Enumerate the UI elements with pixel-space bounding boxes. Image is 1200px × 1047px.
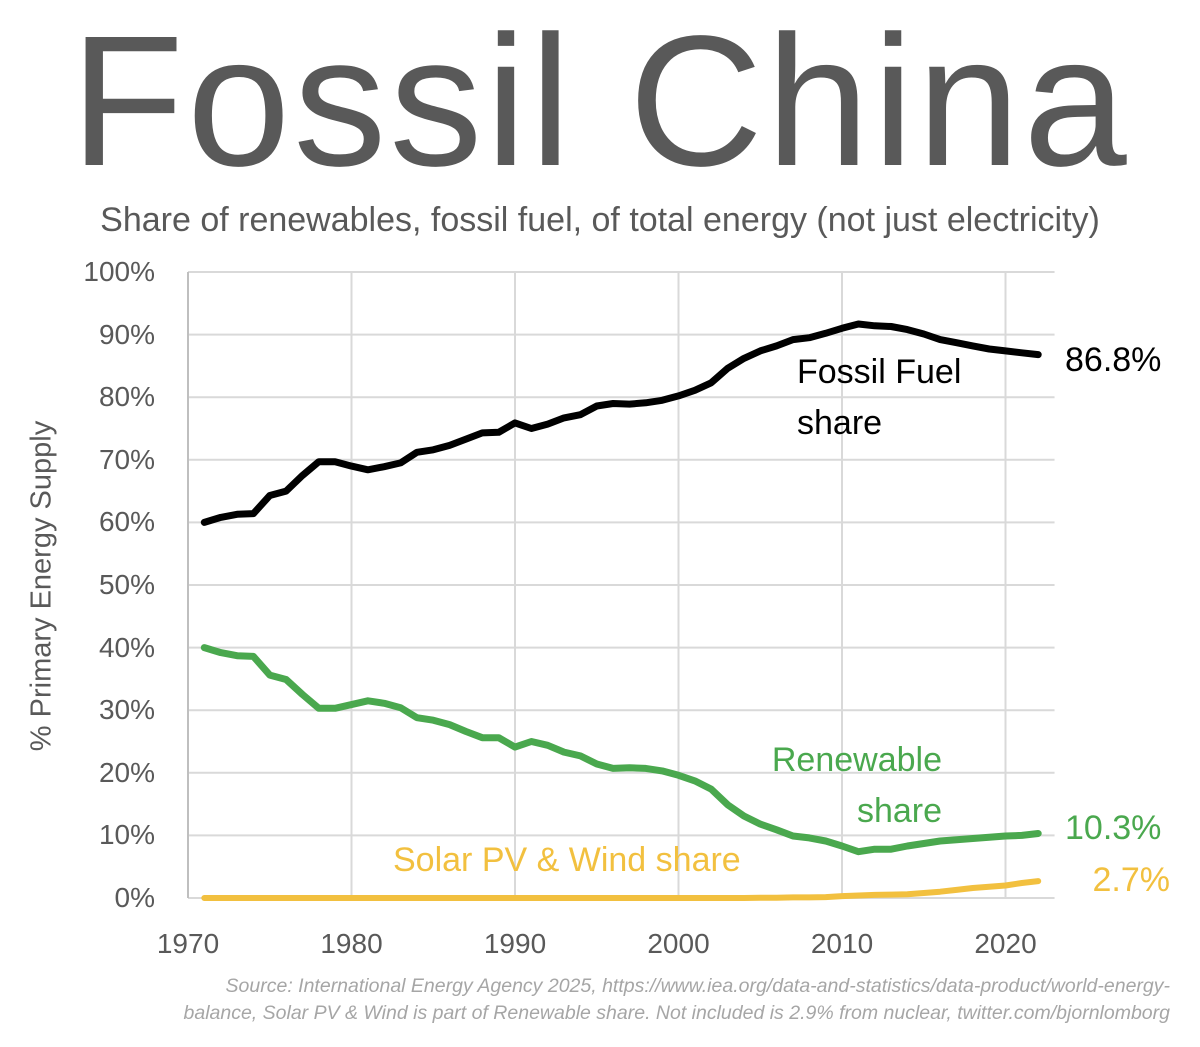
y-tick-label: 80% [98, 381, 155, 413]
source-line-1: Source: International Energy Agency 2025… [225, 975, 1170, 997]
fossil-label-line-1: Fossil Fuel [797, 353, 962, 391]
y-tick-label: 20% [98, 756, 155, 788]
y-tick-label: 100% [83, 256, 155, 287]
source-note: Source: International Energy Agency 2025… [184, 973, 1171, 1027]
y-axis-label: % Primary Energy Supply [25, 420, 58, 752]
x-tick-label: 1980 [320, 928, 383, 959]
source-line-2: balance, Solar PV & Wind is part of Rene… [183, 1002, 1171, 1024]
y-tick-label: 0% [114, 882, 155, 913]
renewable-series-label: Renewable share [772, 735, 942, 837]
y-tick-label: 70% [98, 443, 155, 475]
y-tick-label: 60% [98, 506, 155, 538]
solar-wind-series-label: Solar PV & Wind share [393, 841, 741, 879]
fossil-label-line-2: share [797, 404, 883, 442]
renewable-label-line-1: Renewable [771, 741, 942, 779]
y-tick-label: 40% [98, 631, 155, 663]
y-tick-label: 30% [98, 694, 155, 726]
chart-title: Fossil China [70, 0, 1130, 205]
solar-wind-end-label: 2.7% [1092, 861, 1171, 899]
x-tick-label: 1970 [156, 928, 220, 959]
series-line-fossil [200, 320, 1042, 526]
renewable-label-line-2: share [856, 792, 942, 830]
x-tick-label: 2010 [810, 928, 874, 959]
chart-subtitle: Share of renewables, fossil fuel, of tot… [100, 201, 1100, 239]
y-tick-label: 10% [98, 819, 155, 851]
y-tick-label: 90% [98, 318, 155, 350]
fossil-end-label: 86.8% [1065, 341, 1162, 379]
x-tick-label: 1990 [483, 928, 547, 959]
y-tick-label: 50% [98, 569, 155, 600]
renewable-end-label: 10.3% [1065, 809, 1162, 847]
x-tick-label: 2020 [974, 928, 1037, 959]
series-line-solar-wind [201, 878, 1042, 901]
fossil-series-label: Fossil Fuel share [797, 347, 961, 449]
x-tick-label: 2000 [647, 928, 710, 959]
series-line-renewable [200, 644, 1042, 856]
